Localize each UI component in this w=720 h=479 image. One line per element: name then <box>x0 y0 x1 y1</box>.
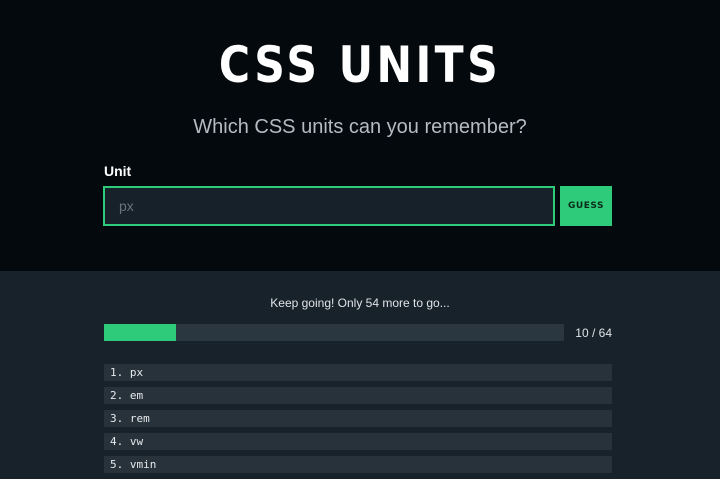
progress-bar-fill <box>104 324 176 341</box>
guess-button[interactable]: GUESS <box>560 186 612 226</box>
unit-list-item: 1. px <box>104 364 612 381</box>
guessed-units-list: 1. px 2. em 3. rem 4. vw 5. vmin <box>104 364 612 479</box>
page-subtitle: Which CSS units can you remember? <box>193 116 527 138</box>
unit-list-item: 4. vw <box>104 433 612 450</box>
header-section: CSS UNITS Which CSS units can you rememb… <box>0 0 720 271</box>
unit-list-item: 3. rem <box>104 410 612 427</box>
unit-list-item: 5. vmin <box>104 456 612 473</box>
page-title: CSS UNITS <box>218 36 502 94</box>
unit-label: Unit <box>104 163 132 179</box>
unit-list-item: 2. em <box>104 387 612 404</box>
progress-message: Keep going! Only 54 more to go... <box>270 296 450 310</box>
progress-bar <box>104 324 564 341</box>
progress-count: 10 / 64 <box>575 326 612 340</box>
unit-input[interactable] <box>103 186 555 226</box>
